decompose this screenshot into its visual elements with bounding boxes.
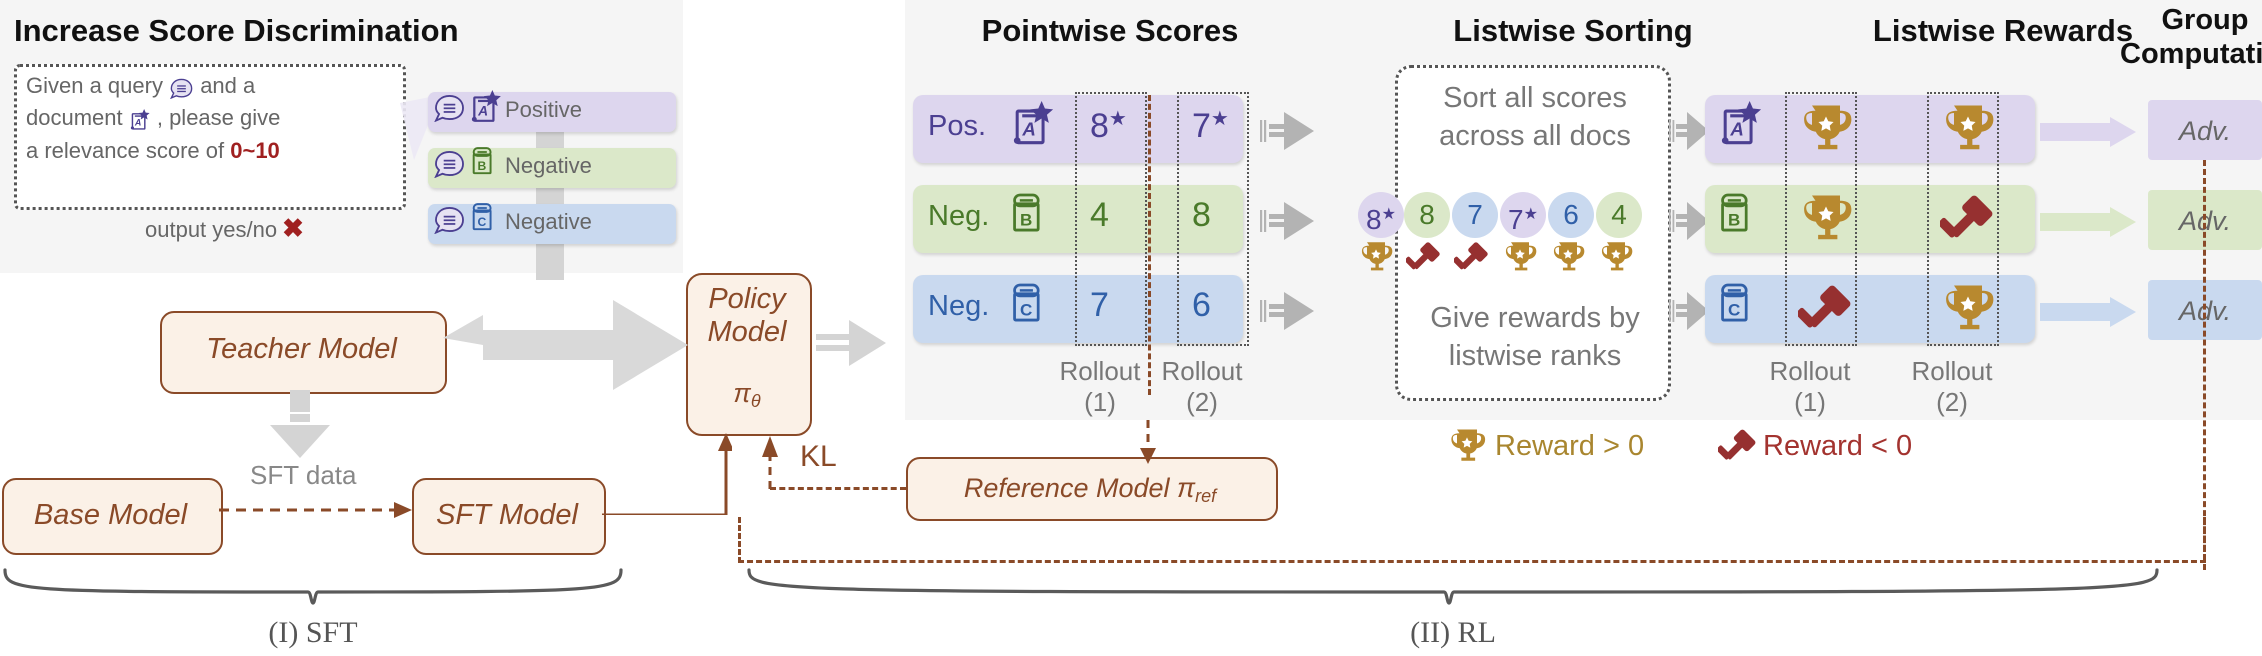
svg-text:C: C: [478, 215, 487, 229]
svg-text:C: C: [1020, 301, 1032, 320]
svg-text:B: B: [478, 159, 487, 173]
svg-text:B: B: [1020, 211, 1032, 230]
svg-text:C: C: [1728, 301, 1740, 320]
svg-text:B: B: [1728, 211, 1740, 230]
